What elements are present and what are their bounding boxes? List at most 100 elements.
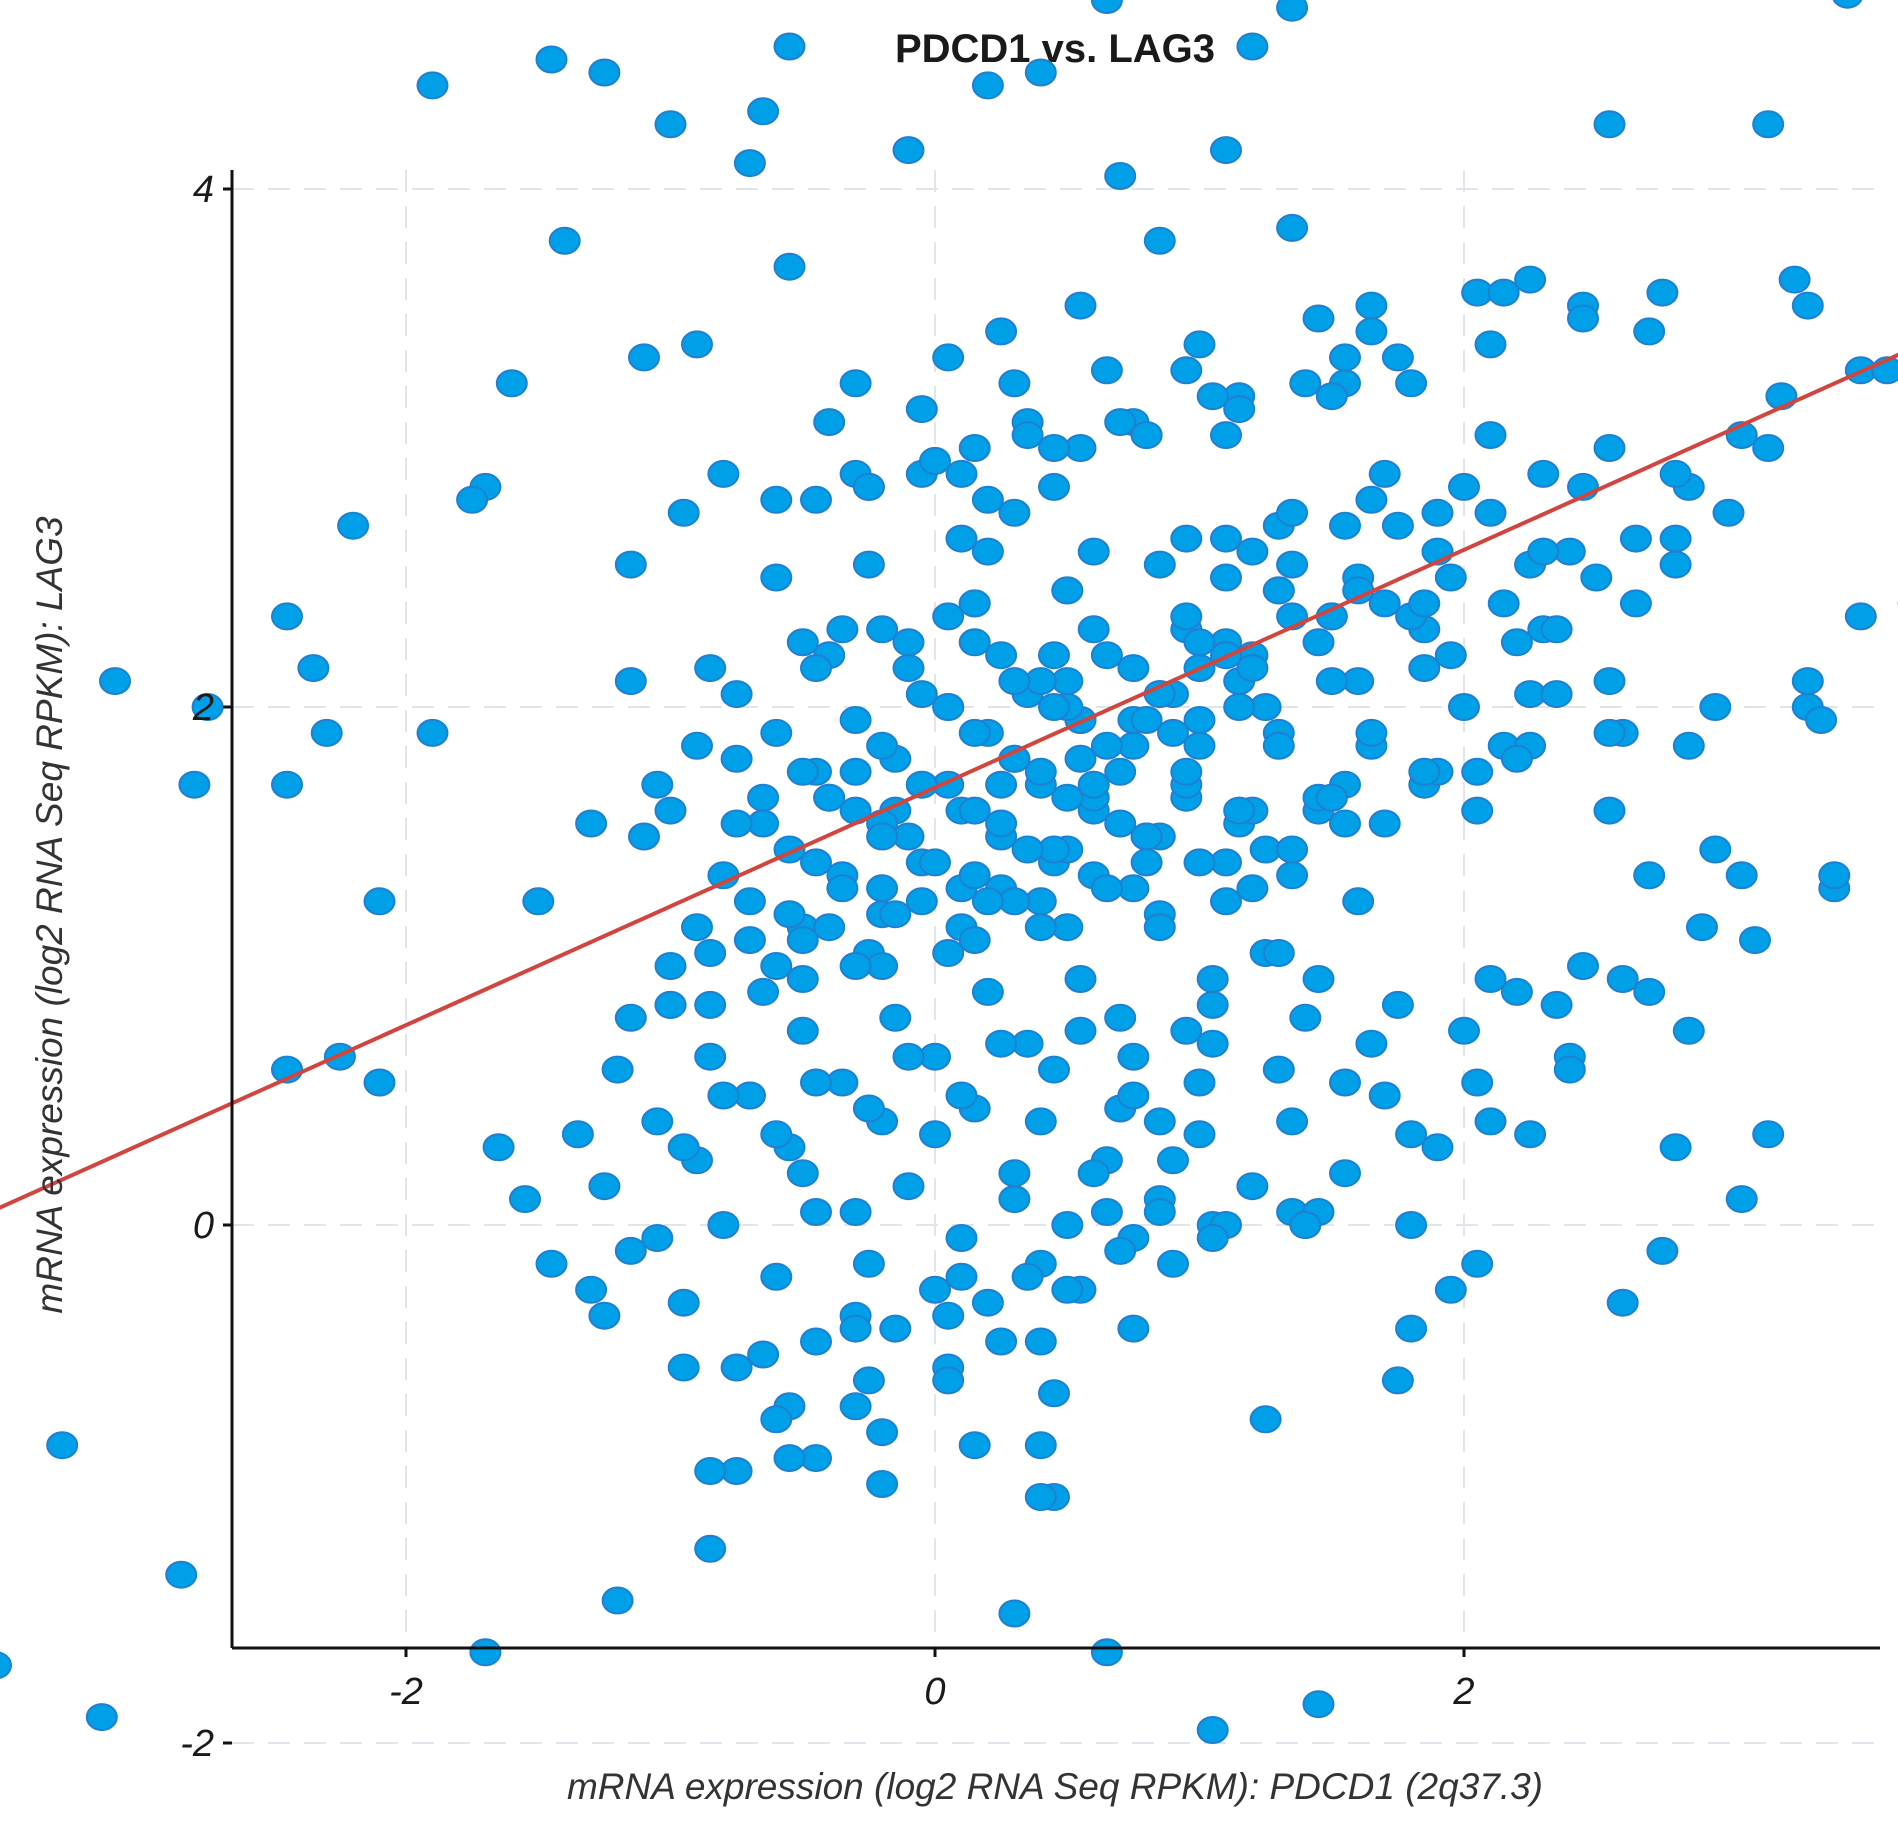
data-point: [1289, 1211, 1322, 1239]
data-point: [800, 485, 832, 514]
data-point: [456, 485, 489, 514]
data-point: [985, 1029, 1018, 1058]
data-point: [694, 990, 727, 1019]
data-point: [1408, 589, 1441, 618]
data-point: [535, 45, 568, 74]
data-point: [773, 900, 806, 929]
data-point: [0, 1651, 12, 1679]
data-point: [773, 252, 806, 281]
data-point: [1249, 1405, 1282, 1434]
data-point: [1381, 990, 1414, 1019]
data-point: [1236, 654, 1269, 683]
data-point: [667, 498, 700, 527]
data-point: [99, 667, 131, 696]
data-point: [747, 97, 780, 126]
data-point: [641, 770, 674, 799]
data-point: [628, 343, 660, 372]
data-point: [747, 977, 780, 1006]
data-point: [614, 667, 647, 696]
data-point: [1196, 1029, 1229, 1058]
data-point: [958, 434, 991, 462]
data-point: [971, 977, 1004, 1006]
data-point: [548, 226, 581, 255]
data-point: [1421, 498, 1454, 527]
data-point: [747, 783, 780, 812]
data-point: [1580, 563, 1613, 592]
data-point: [1381, 511, 1414, 540]
data-point: [971, 71, 1004, 100]
data-point: [998, 667, 1031, 696]
data-point: [601, 1055, 634, 1084]
data-point: [786, 1159, 819, 1188]
data-point: [892, 136, 925, 165]
data-point: [1262, 731, 1295, 760]
data-point: [575, 809, 608, 838]
data-point: [654, 990, 687, 1019]
data-point: [1395, 1314, 1428, 1343]
data-point: [1183, 731, 1216, 760]
data-point: [707, 1081, 740, 1110]
data-point: [588, 1301, 621, 1330]
data-point: [1818, 861, 1851, 890]
data-point: [1368, 589, 1401, 618]
data-point: [1752, 110, 1785, 139]
data-point: [1329, 511, 1361, 540]
data-point: [932, 602, 965, 631]
data-point: [892, 1042, 925, 1071]
data-point: [1210, 136, 1242, 165]
data-point: [165, 1560, 198, 1589]
data-point: [1276, 498, 1309, 527]
data-point: [694, 654, 727, 683]
data-point: [1844, 602, 1877, 631]
data-point: [1024, 1327, 1057, 1356]
data-point: [800, 654, 832, 683]
data-point: [1289, 1003, 1322, 1032]
y-tick-label: 2: [192, 687, 214, 729]
data-point: [1170, 757, 1203, 786]
data-point: [1183, 706, 1216, 734]
data-point: [1143, 1198, 1176, 1226]
data-point: [852, 1249, 885, 1278]
data-point: [786, 926, 819, 955]
data-point: [1633, 861, 1666, 890]
data-point: [1500, 977, 1533, 1006]
data-point: [1210, 887, 1242, 916]
data-point: [1329, 1159, 1361, 1188]
data-point: [945, 1224, 978, 1252]
data-point: [641, 1107, 674, 1136]
data-point: [1236, 537, 1269, 566]
data-point: [707, 1211, 740, 1239]
data-point: [1474, 498, 1507, 527]
data-point: [1355, 1029, 1388, 1058]
data-point: [852, 1366, 885, 1395]
data-point: [1183, 1068, 1216, 1097]
data-point: [839, 369, 872, 398]
data-point: [958, 861, 991, 890]
data-point: [760, 952, 793, 980]
data-point: [800, 1327, 832, 1356]
data-point: [1262, 576, 1295, 605]
data-point: [760, 563, 793, 592]
x-tick-label: 2: [1452, 1671, 1474, 1713]
data-point: [1117, 1042, 1150, 1071]
data-point: [1196, 1716, 1229, 1744]
data-point: [509, 1185, 541, 1214]
data-point: [800, 848, 832, 877]
data-point: [178, 770, 211, 799]
data-point: [1646, 278, 1679, 307]
data-point: [1302, 304, 1335, 333]
data-point: [1143, 1107, 1176, 1136]
data-point: [1315, 783, 1348, 812]
data-point: [1474, 1107, 1507, 1136]
data-point: [1183, 848, 1216, 877]
data-point: [919, 1120, 951, 1149]
data-point: [1461, 1068, 1494, 1097]
data-point: [1527, 537, 1560, 566]
data-point: [1130, 822, 1163, 851]
data-point: [1752, 434, 1785, 462]
data-point: [1077, 770, 1110, 799]
data-point: [575, 1275, 608, 1304]
data-point: [1104, 1003, 1137, 1032]
data-point: [1448, 1016, 1480, 1045]
data-point: [1051, 783, 1084, 812]
